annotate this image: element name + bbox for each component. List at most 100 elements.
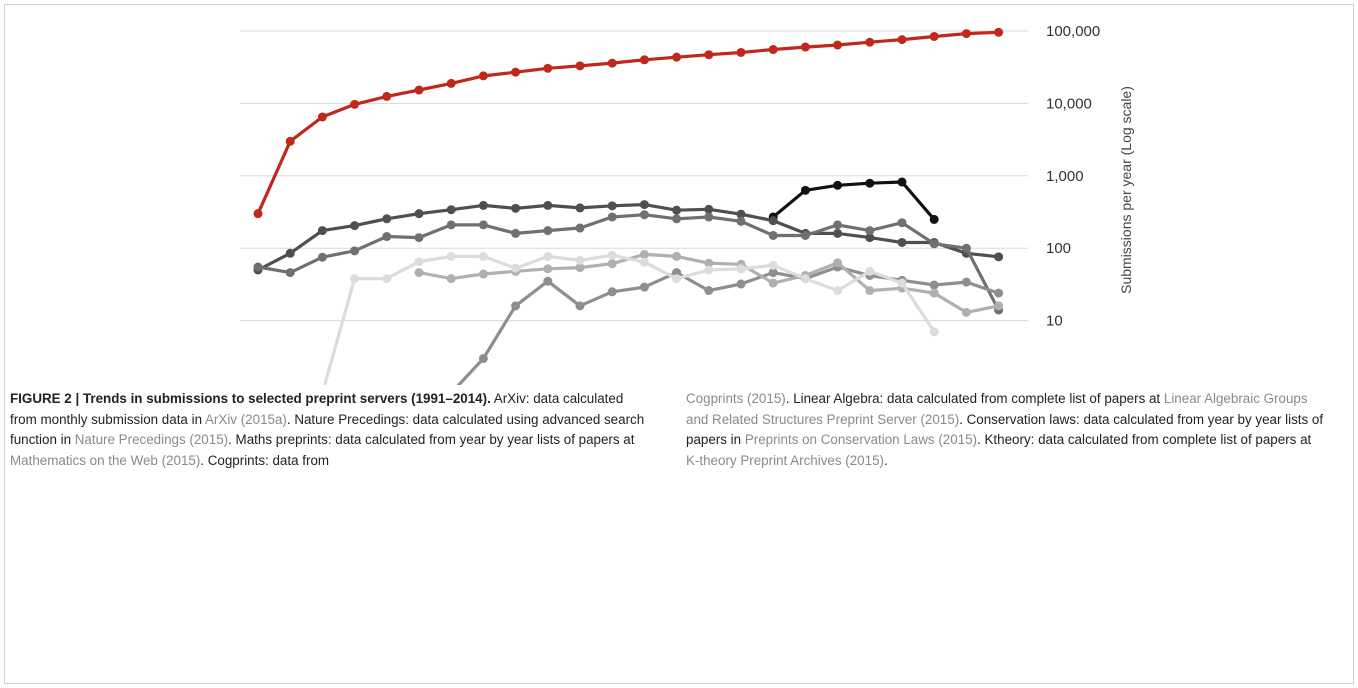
data-point-cogprints xyxy=(511,228,521,238)
data-point-conservation-laws xyxy=(575,263,585,273)
data-point-arxiv xyxy=(768,45,778,55)
series-nature-precedings xyxy=(768,177,939,224)
data-point-cogprints xyxy=(865,226,875,236)
series-line-ktheory xyxy=(322,253,936,385)
caption-ref-link[interactable]: Nature Precedings (2015) xyxy=(74,432,229,447)
data-point-nature-precedings xyxy=(929,214,939,224)
data-point-arxiv xyxy=(800,42,810,52)
series-line-linear-algebra xyxy=(456,265,1000,385)
y-tick-label: 1,000 xyxy=(1046,168,1084,185)
data-point-conservation-laws xyxy=(478,269,488,279)
caption-ref-link[interactable]: K-theory Preprint Archives (2015) xyxy=(686,452,884,468)
caption-left-column: FIGURE 2 | Trends in submissions to sele… xyxy=(10,389,650,471)
data-point-maths-preprints xyxy=(317,226,327,236)
data-point-maths-preprints xyxy=(672,205,682,215)
data-point-cogprints xyxy=(639,210,649,220)
data-point-ktheory xyxy=(929,327,939,337)
data-point-maths-preprints xyxy=(414,209,424,219)
data-point-maths-preprints xyxy=(833,228,843,238)
data-point-linear-algebra xyxy=(575,301,585,311)
data-point-nature-precedings xyxy=(800,185,810,195)
data-point-nature-precedings xyxy=(833,180,843,190)
data-point-conservation-laws xyxy=(833,258,843,268)
caption-text: ArXiv: data calculated from monthly subm… xyxy=(10,391,624,427)
caption-ref-link[interactable]: Preprints on Conservation Laws (2015) xyxy=(744,432,978,447)
data-point-maths-preprints xyxy=(994,252,1004,262)
data-point-cogprints xyxy=(833,220,843,230)
data-point-maths-preprints xyxy=(704,204,714,214)
data-point-cogprints xyxy=(607,212,617,222)
data-point-conservation-laws xyxy=(994,301,1004,311)
caption-text: . Cogprints: data from xyxy=(200,452,330,468)
data-point-cogprints xyxy=(478,220,488,230)
caption-right-column: Cogprints (2015). Linear Algebra: data c… xyxy=(686,389,1326,471)
data-point-ktheory xyxy=(382,274,392,284)
data-point-arxiv xyxy=(350,99,360,109)
caption-text: . Nature Precedings: data calculated usi… xyxy=(10,411,645,448)
data-point-arxiv xyxy=(672,52,682,62)
data-point-maths-preprints xyxy=(511,203,521,213)
y-tick-label: 100 xyxy=(1046,240,1071,257)
data-point-ktheory xyxy=(639,257,649,267)
data-point-ktheory xyxy=(478,251,488,261)
data-point-maths-preprints xyxy=(736,209,746,219)
series-arxiv xyxy=(253,27,1004,219)
data-point-linear-algebra xyxy=(736,279,746,289)
data-point-conservation-laws xyxy=(768,278,778,288)
data-point-arxiv xyxy=(446,78,456,88)
data-point-conservation-laws xyxy=(865,286,875,296)
data-point-linear-algebra xyxy=(994,288,1004,298)
data-point-ktheory xyxy=(768,260,778,270)
data-point-maths-preprints xyxy=(285,248,295,258)
data-point-cogprints xyxy=(414,233,424,243)
data-point-ktheory xyxy=(607,250,617,260)
data-point-arxiv xyxy=(478,71,488,81)
data-point-arxiv xyxy=(736,47,746,57)
data-point-maths-preprints xyxy=(446,205,456,215)
data-point-maths-preprints xyxy=(575,203,585,213)
data-point-conservation-laws xyxy=(704,258,714,268)
caption-text: . Conservation laws: data calculated fro… xyxy=(686,411,1324,448)
data-point-cogprints xyxy=(446,220,456,230)
data-point-linear-algebra xyxy=(511,301,521,311)
series-lines xyxy=(253,27,1004,385)
data-point-arxiv xyxy=(704,50,714,60)
caption-text: . xyxy=(883,452,888,468)
data-point-conservation-laws xyxy=(929,288,939,298)
caption-ref-link[interactable]: ArXiv (2015a) xyxy=(205,411,287,427)
data-point-conservation-laws xyxy=(672,251,682,261)
caption-text: . Maths preprints: data calculated from … xyxy=(228,432,635,447)
data-point-cogprints xyxy=(543,226,553,236)
data-point-cogprints xyxy=(382,232,392,242)
caption-heading: FIGURE 2 | Trends in submissions to sele… xyxy=(10,391,491,406)
y-axis-title: Submissions per year (Log scale) xyxy=(1118,86,1134,294)
data-point-linear-algebra xyxy=(478,353,488,363)
data-point-cogprints xyxy=(800,230,810,240)
data-point-linear-algebra xyxy=(768,268,778,278)
data-point-arxiv xyxy=(285,136,295,146)
series-cogprints xyxy=(253,210,1004,315)
data-point-cogprints xyxy=(961,243,971,253)
data-point-arxiv xyxy=(253,209,263,219)
data-point-maths-preprints xyxy=(639,200,649,210)
caption-ref-link[interactable]: Linear Algebraic Groups and Related Stru… xyxy=(686,391,1308,427)
data-point-ktheory xyxy=(736,264,746,274)
data-point-cogprints xyxy=(285,268,295,278)
caption-ref-link[interactable]: Mathematics on the Web (2015) xyxy=(10,452,201,468)
series-linear-algebra xyxy=(456,262,1004,385)
caption-ref-link[interactable]: Cogprints (2015) xyxy=(686,391,786,406)
data-point-arxiv xyxy=(575,61,585,71)
data-point-cogprints xyxy=(736,216,746,226)
data-point-cogprints xyxy=(704,212,714,222)
data-point-conservation-laws xyxy=(607,259,617,269)
data-point-cogprints xyxy=(768,230,778,240)
data-point-arxiv xyxy=(929,31,939,41)
data-point-maths-preprints xyxy=(768,216,778,226)
series-ktheory xyxy=(322,250,939,385)
y-tick-label: 10,000 xyxy=(1046,95,1092,112)
data-point-arxiv xyxy=(897,35,907,45)
data-point-maths-preprints xyxy=(382,214,392,224)
data-point-arxiv xyxy=(865,37,875,47)
data-point-maths-preprints xyxy=(897,237,907,247)
